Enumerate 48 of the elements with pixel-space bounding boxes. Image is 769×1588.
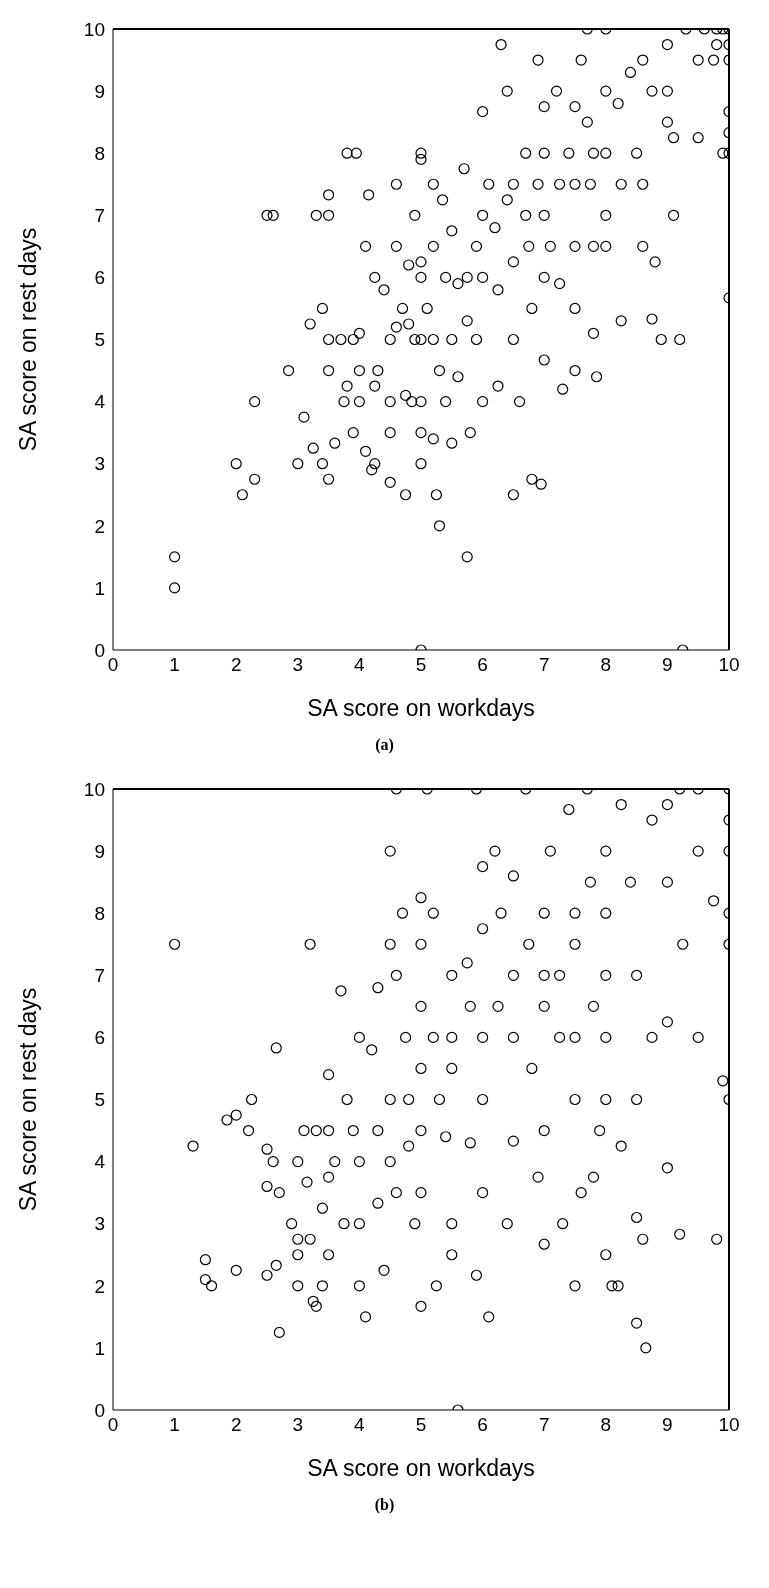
y-tick-label: 0 bbox=[94, 1399, 105, 1421]
y-tick-label: 3 bbox=[94, 1213, 105, 1235]
x-tick-label: 4 bbox=[354, 654, 366, 676]
y-tick-label: 1 bbox=[94, 577, 105, 599]
y-tick-label: 2 bbox=[94, 1275, 105, 1297]
y-tick-label: 4 bbox=[94, 1151, 106, 1173]
y-tick-label: 6 bbox=[94, 267, 105, 289]
x-tick-label: 7 bbox=[538, 654, 550, 676]
y-tick-label: 7 bbox=[94, 965, 105, 987]
y-tick-label: 0 bbox=[94, 639, 105, 661]
y-tick-label: 8 bbox=[94, 902, 105, 924]
x-tick-label: 5 bbox=[415, 654, 427, 676]
x-tick-label: 8 bbox=[600, 1414, 612, 1436]
y-tick-label: 9 bbox=[94, 80, 105, 102]
y-tick-label: 5 bbox=[94, 1089, 105, 1111]
x-tick-label: 9 bbox=[662, 1414, 673, 1436]
y-tick-label: 4 bbox=[94, 391, 106, 413]
x-tick-label: 6 bbox=[477, 654, 488, 676]
y-tick-label: 3 bbox=[94, 453, 105, 475]
y-tick-label: 5 bbox=[94, 329, 105, 351]
y-tick-label: 6 bbox=[94, 1027, 105, 1049]
x-axis-title: SA score on workdays bbox=[307, 1455, 535, 1481]
y-tick-label: 7 bbox=[94, 205, 105, 227]
x-tick-label: 8 bbox=[600, 654, 612, 676]
x-tick-label: 1 bbox=[169, 1414, 180, 1436]
x-tick-label: 3 bbox=[292, 1414, 304, 1436]
y-tick-label: 2 bbox=[94, 515, 105, 537]
y-tick-label: 8 bbox=[94, 142, 105, 164]
y-tick-label: 1 bbox=[94, 1337, 105, 1359]
x-tick-label: 9 bbox=[662, 654, 673, 676]
x-tick-label: 7 bbox=[538, 1414, 550, 1436]
x-tick-label: 2 bbox=[230, 654, 242, 676]
y-axis-title: SA score on rest days bbox=[15, 987, 42, 1212]
y-tick-label: 10 bbox=[83, 778, 105, 800]
text: (b) bbox=[373, 1496, 396, 1514]
x-tick-label: 10 bbox=[718, 1414, 740, 1436]
x-tick-label: 2 bbox=[230, 1414, 242, 1436]
x-tick-label: 4 bbox=[354, 1414, 366, 1436]
x-axis-title: SA score on workdays bbox=[307, 695, 535, 721]
text: (a) bbox=[374, 736, 395, 754]
x-tick-label: 3 bbox=[292, 654, 304, 676]
x-tick-label: 1 bbox=[169, 654, 180, 676]
y-tick-label: 9 bbox=[94, 840, 105, 862]
y-tick-label: 10 bbox=[83, 18, 105, 40]
x-tick-label: 10 bbox=[718, 654, 740, 676]
y-axis-title: SA score on rest days bbox=[15, 227, 42, 452]
x-tick-label: 6 bbox=[477, 1414, 488, 1436]
x-tick-label: 5 bbox=[415, 1414, 427, 1436]
